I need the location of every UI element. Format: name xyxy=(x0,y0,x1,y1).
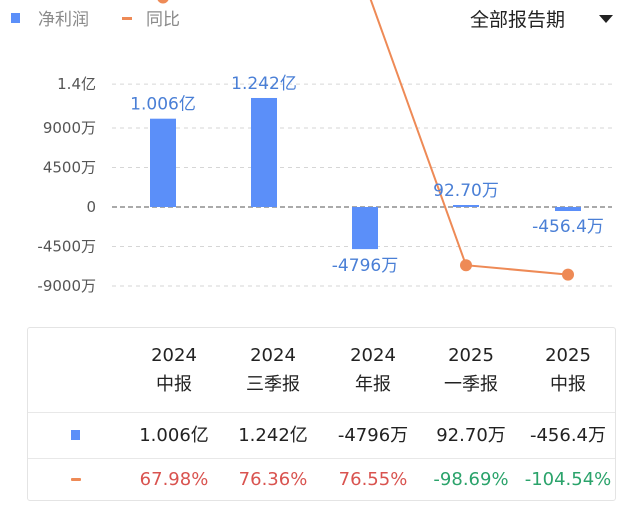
yoy-line xyxy=(157,0,574,281)
yoy-row-icon-cell xyxy=(28,458,123,500)
bar[interactable] xyxy=(150,118,176,207)
y-axis-ticks: 1.4亿 9000万 4500万 0 -4500万 -9000万 xyxy=(37,75,96,295)
legend-line-label: 同比 xyxy=(146,10,180,30)
bar-data-label: 92.70万 xyxy=(433,181,499,201)
profit-cell: -4796万 xyxy=(337,424,409,446)
bar[interactable] xyxy=(352,207,378,250)
y-tick-label: 0 xyxy=(86,198,96,216)
header-period: 三季报 xyxy=(246,374,300,395)
yoy-cell: 76.36% xyxy=(238,468,308,490)
header-period: 中报 xyxy=(156,374,192,395)
line-point[interactable] xyxy=(562,268,574,281)
line-point[interactable] xyxy=(157,0,169,4)
table-header-cell: 2025 一季报 xyxy=(422,328,520,412)
chevron-down-icon[interactable] xyxy=(599,15,613,23)
bar-data-label: -456.4万 xyxy=(532,217,604,237)
legend-bar-marker xyxy=(11,13,20,23)
header-year: 2024 xyxy=(151,345,197,366)
table-row-profit: 1.006亿 1.242亿 -4796万 92.70万 -456.4万 xyxy=(28,412,615,459)
profit-chart: 净利润 同比 全部报告期 1.4亿 9000万 4500万 0 -4500万 -9000万… xyxy=(11,0,613,295)
bars xyxy=(150,97,581,250)
profit-cell: 92.70万 xyxy=(436,424,506,446)
y-tick-label: 4500万 xyxy=(43,159,96,177)
period-selector[interactable]: 全部报告期 xyxy=(470,9,613,31)
yoy-cell: 67.98% xyxy=(139,468,209,490)
y-tick-label: 9000万 xyxy=(43,119,96,137)
table-row-yoy: 67.98% 76.36% 76.55% -98.69% -104.54% xyxy=(28,458,615,500)
data-labels: 1.006亿 1.242亿 -4796万 92.70万 -456.4万 xyxy=(130,74,604,276)
table-header-row: 2024 中报 2024 三季报 2024 年报 2025 一季报 2025 中… xyxy=(28,328,615,413)
header-year: 2025 xyxy=(448,345,494,366)
y-tick-label: -4500万 xyxy=(37,238,96,256)
period-selector-label: 全部报告期 xyxy=(470,9,565,31)
bar[interactable] xyxy=(555,207,581,212)
header-period: 年报 xyxy=(355,374,391,395)
profit-cell: -456.4万 xyxy=(529,424,607,446)
legend-line-marker xyxy=(122,17,132,20)
bar-data-label: -4796万 xyxy=(332,256,398,276)
table-header-cell: 2024 年报 xyxy=(324,328,422,412)
header-year: 2024 xyxy=(350,345,396,366)
data-table: 2024 中报 2024 三季报 2024 年报 2025 一季报 2025 中… xyxy=(27,327,616,501)
y-tick-label: -9000万 xyxy=(37,277,96,295)
bar-data-label: 1.006亿 xyxy=(130,95,196,115)
table-header-cell: 2024 三季报 xyxy=(224,328,322,412)
profit-cell: 1.006亿 xyxy=(139,424,209,446)
header-period: 一季报 xyxy=(444,374,498,395)
line-point[interactable] xyxy=(460,259,472,272)
bar[interactable] xyxy=(453,205,479,207)
bar-series-icon xyxy=(71,430,80,440)
table-header-empty xyxy=(28,328,123,412)
line-series-icon xyxy=(70,477,81,481)
yoy-line-path xyxy=(369,0,569,276)
legend-bar-label: 净利润 xyxy=(38,10,89,30)
bar[interactable] xyxy=(251,97,277,207)
header-period: 中报 xyxy=(550,374,586,395)
profit-row-icon-cell xyxy=(28,412,123,458)
table-header-cell: 2025 中报 xyxy=(519,328,617,412)
bar-data-label: 1.242亿 xyxy=(231,74,297,94)
header-year: 2025 xyxy=(545,345,591,366)
yoy-cell: -104.54% xyxy=(524,468,612,490)
yoy-cell: -98.69% xyxy=(433,468,509,490)
y-tick-label: 1.4亿 xyxy=(57,75,96,93)
header-year: 2024 xyxy=(250,345,296,366)
profit-cell: 1.242亿 xyxy=(238,424,308,446)
table-header-cell: 2024 中报 xyxy=(125,328,223,412)
yoy-cell: 76.55% xyxy=(338,468,408,490)
